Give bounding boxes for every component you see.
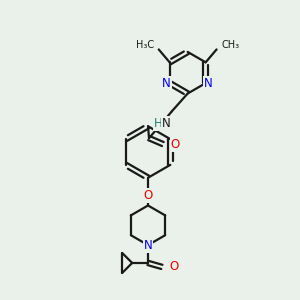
Text: CH₃: CH₃ — [221, 40, 240, 50]
Text: O: O — [171, 138, 180, 151]
Text: N: N — [144, 238, 152, 252]
Text: O: O — [143, 189, 153, 202]
Text: O: O — [170, 260, 179, 273]
Text: N: N — [162, 76, 171, 90]
Text: N: N — [204, 76, 213, 90]
Text: N: N — [161, 117, 170, 130]
Text: H: H — [154, 117, 162, 130]
Text: H₃C: H₃C — [136, 40, 154, 50]
